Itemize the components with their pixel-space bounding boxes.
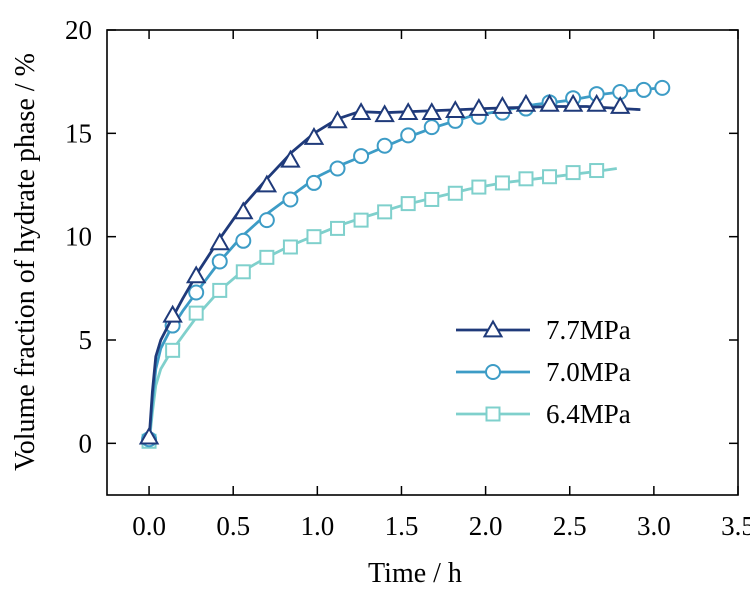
- data-point-marker: [235, 264, 251, 280]
- data-point-marker: [542, 169, 558, 185]
- y-tick-label: 0: [79, 428, 93, 458]
- series-7.0MPa: [141, 79, 671, 448]
- data-point-marker: [305, 174, 322, 191]
- y-tick-label: 20: [65, 15, 92, 45]
- data-point-marker: [185, 265, 207, 284]
- data-point-marker: [586, 93, 607, 112]
- legend-entry: 7.7MPa: [456, 315, 631, 345]
- y-axis-ticks: 0 5 10 15 20: [65, 15, 738, 458]
- y-tick-label: 5: [79, 325, 93, 355]
- data-point-marker: [282, 239, 298, 255]
- data-point-marker: [494, 175, 510, 191]
- data-point-marker: [397, 102, 419, 121]
- legend-marker: [482, 319, 504, 338]
- data-point-marker: [421, 102, 442, 121]
- data-point-marker: [515, 93, 537, 112]
- data-point-marker: [445, 100, 466, 118]
- legend-marker: [485, 406, 501, 422]
- legend-label: 6.4MPa: [546, 399, 631, 429]
- data-point-marker: [350, 102, 372, 121]
- data-point-marker: [235, 232, 252, 249]
- data-point-marker: [209, 232, 230, 251]
- x-tick-label: 1.0: [300, 511, 334, 541]
- plot-area-frame: [106, 29, 739, 496]
- data-point-marker: [468, 98, 490, 116]
- data-point-marker: [492, 95, 513, 114]
- legend-entry: 6.4MPa: [456, 399, 631, 429]
- data-point-marker: [565, 165, 581, 181]
- y-tick-label: 10: [65, 222, 92, 252]
- x-tick-label: 0.0: [132, 511, 166, 541]
- data-point-marker: [374, 104, 395, 123]
- x-tick-label: 3.0: [637, 511, 671, 541]
- data-point-marker: [212, 282, 228, 298]
- x-axis-ticks: 0.0 0.5 1.0 1.5 2.0 2.5 3.0 3.5: [132, 30, 750, 541]
- x-tick-label: 2.5: [553, 511, 587, 541]
- data-point-marker: [353, 212, 369, 228]
- data-point-marker: [162, 304, 183, 323]
- data-point-marker: [353, 148, 370, 165]
- x-axis-label: Time / h: [368, 558, 462, 589]
- x-tick-label: 0.5: [216, 511, 250, 541]
- data-point-marker: [400, 196, 416, 212]
- data-point-marker: [654, 79, 671, 96]
- series-group: [138, 79, 671, 449]
- data-point-marker: [424, 191, 440, 207]
- data-point-marker: [400, 127, 417, 144]
- data-point-marker: [256, 174, 278, 193]
- data-point-marker: [377, 204, 393, 220]
- series-7.7MPa: [138, 93, 641, 445]
- legend-entry: 7.0MPa: [456, 357, 631, 387]
- x-tick-label: 1.5: [385, 511, 419, 541]
- x-tick-label: 2.0: [469, 511, 503, 541]
- series-line: [147, 105, 641, 440]
- legend: 7.7MPa 7.0MPa 6.4MPa: [456, 315, 631, 429]
- data-point-marker: [562, 93, 584, 112]
- data-point-marker: [138, 426, 160, 445]
- series-6.4MPa: [141, 163, 617, 449]
- y-tick-label: 15: [65, 118, 92, 148]
- legend-label: 7.0MPa: [546, 357, 631, 387]
- data-point-marker: [423, 119, 440, 136]
- data-point-marker: [447, 185, 463, 201]
- data-point-marker: [376, 137, 393, 154]
- data-point-marker: [282, 191, 299, 208]
- data-point-marker: [329, 160, 346, 177]
- data-point-marker: [258, 212, 275, 229]
- data-point-marker: [188, 284, 205, 301]
- data-point-marker: [330, 220, 346, 236]
- data-point-marker: [471, 179, 487, 195]
- data-point-marker: [259, 249, 275, 265]
- data-point-marker: [280, 149, 301, 168]
- data-point-marker: [589, 163, 605, 179]
- legend-marker: [485, 364, 501, 380]
- data-point-marker: [518, 171, 534, 187]
- data-point-marker: [303, 126, 325, 145]
- legend-label: 7.7MPa: [546, 315, 631, 345]
- data-point-marker: [233, 201, 254, 220]
- plot-frame: [106, 29, 739, 496]
- data-point-marker: [539, 93, 560, 112]
- data-point-marker: [165, 342, 181, 358]
- x-tick-label: 3.5: [721, 511, 750, 541]
- data-point-marker: [635, 81, 652, 98]
- data-point-marker: [188, 305, 204, 321]
- y-axis-label: Volume fraction of hydrate phase / %: [10, 53, 41, 471]
- data-point-marker: [211, 253, 228, 270]
- data-point-marker: [327, 110, 348, 129]
- data-point-marker: [609, 95, 631, 114]
- data-point-marker: [306, 229, 322, 245]
